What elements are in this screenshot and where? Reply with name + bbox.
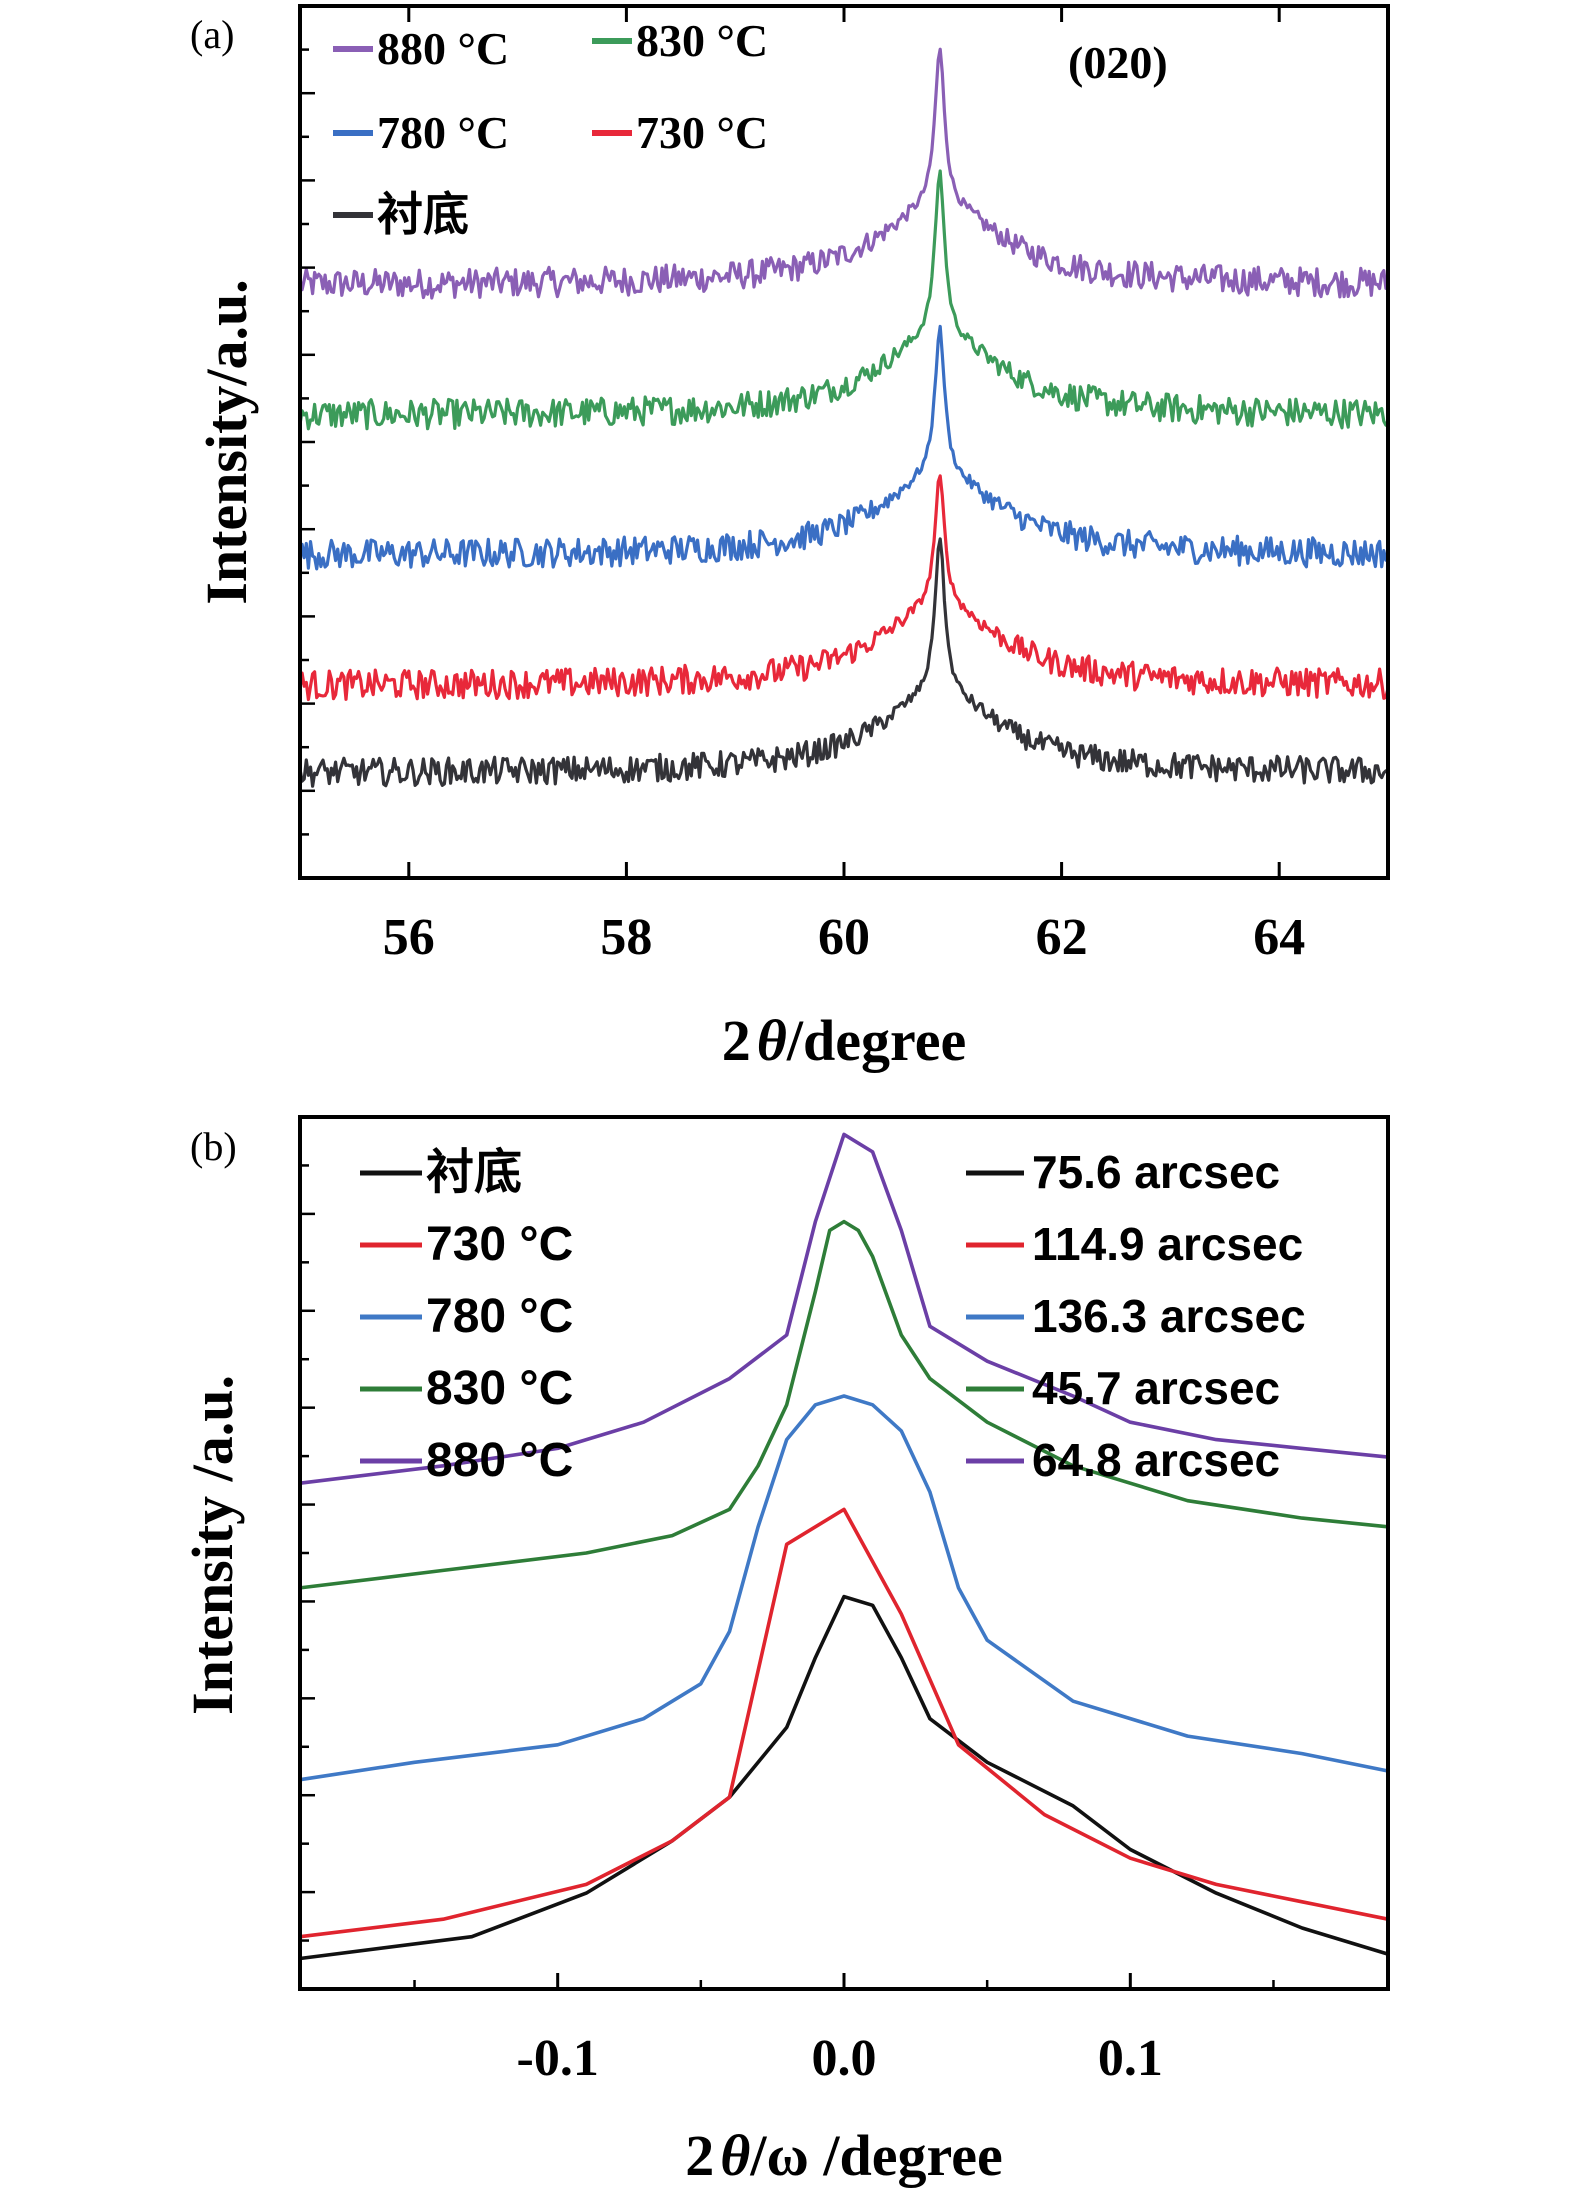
panel-b-y-axis-label: Intensity /a.u.	[180, 1375, 245, 1715]
panel-b-fwhm-label-730-C: 114.9 arcsec	[1032, 1218, 1303, 1270]
panel-b-x-tick-label: 0.0	[812, 2030, 877, 2087]
panel-b-legend-label-830-C: 830 °C	[426, 1362, 573, 1415]
panel-b-series-line-830-C	[299, 1219, 1389, 1590]
panel-a-legend-label-substrate: 衬底	[377, 189, 469, 240]
panel-b-legend: 衬底 730 °C 780 °C 830 °C 880 °C	[360, 1146, 573, 1487]
panel-a-series-line-substrate	[298, 537, 1389, 788]
panel-b-label: (b)	[190, 1124, 237, 1169]
panel-b-x-axis-label: 2 θ/ω /degree	[685, 2123, 1002, 2188]
panel-b-series-line-substrate	[299, 1594, 1389, 1961]
panel-a-legend-label-830-C: 830 °C	[636, 15, 768, 66]
panel-b-fwhm-legend: 75.6 arcsec 114.9 arcsec 136.3 arcsec 45.7 …	[966, 1146, 1306, 1486]
panel-a-legend: 880 °C 830 °C 780 °C 730 °C 衬底	[333, 15, 768, 240]
panel-a-label: (a)	[190, 12, 234, 57]
panel-a-x-tick-label: 64	[1253, 909, 1305, 966]
panel-b-legend-label-730-C: 730 °C	[426, 1218, 573, 1271]
panel-b-fwhm-label-830-C: 45.7 arcsec	[1032, 1362, 1280, 1414]
panel-b-series-line-780-C	[299, 1394, 1389, 1782]
panel-a-ticks: 56 58 60 62 64	[300, 6, 1305, 966]
panel-a-x-tick-label: 58	[600, 909, 652, 966]
panel-b-series-line-880-C	[299, 1132, 1389, 1485]
panel-a-x-axis-label: 2 θ/degree	[722, 1008, 966, 1073]
panel-a-x-tick-label: 56	[383, 909, 435, 966]
panel-a-annotation: (020)	[1068, 37, 1168, 88]
panel-a-curves	[298, 47, 1390, 788]
panel-b-legend-label-880-C: 880 °C	[426, 1434, 573, 1487]
panel-b: (b) -0.1 0.0 0.1 衬底 730 °C 780 °C 830 °C 880 °…	[180, 1115, 1390, 2188]
panel-b-fwhm-label-780-C: 136.3 arcsec	[1032, 1290, 1306, 1342]
panel-b-x-tick-label: -0.1	[517, 2030, 599, 2087]
panel-b-series-line-730-C	[299, 1507, 1389, 1939]
panel-b-fwhm-label-substrate: 75.6 arcsec	[1032, 1146, 1280, 1198]
panel-b-fwhm-label-880-C: 64.8 arcsec	[1032, 1434, 1280, 1486]
panel-b-curves	[299, 1132, 1389, 1961]
panel-b-legend-label-780-C: 780 °C	[426, 1290, 573, 1343]
panel-a: (a) 56 58 60 62 64 (020) 880 °C 830 °C 780 °C 7…	[190, 4, 1390, 1073]
panel-a-legend-label-730-C: 730 °C	[636, 107, 768, 158]
panel-a-series-line-830-C	[298, 169, 1389, 431]
panel-a-x-tick-label: 60	[818, 909, 870, 966]
panel-a-legend-label-880-C: 880 °C	[377, 23, 509, 74]
panel-a-series-line-730-C	[298, 474, 1390, 702]
panel-b-legend-label-substrate: 衬底	[426, 1146, 522, 1199]
panel-b-x-tick-label: 0.1	[1098, 2030, 1163, 2087]
panel-a-series-line-780-C	[298, 324, 1390, 571]
panel-a-y-axis-label: Intensity/a.u.	[194, 279, 259, 605]
panel-a-x-tick-label: 62	[1036, 909, 1088, 966]
panel-a-legend-label-780-C: 780 °C	[377, 107, 509, 158]
panel-b-ticks: -0.1 0.0 0.1	[300, 1164, 1275, 2087]
panel-a-series-line-880-C	[298, 47, 1390, 300]
